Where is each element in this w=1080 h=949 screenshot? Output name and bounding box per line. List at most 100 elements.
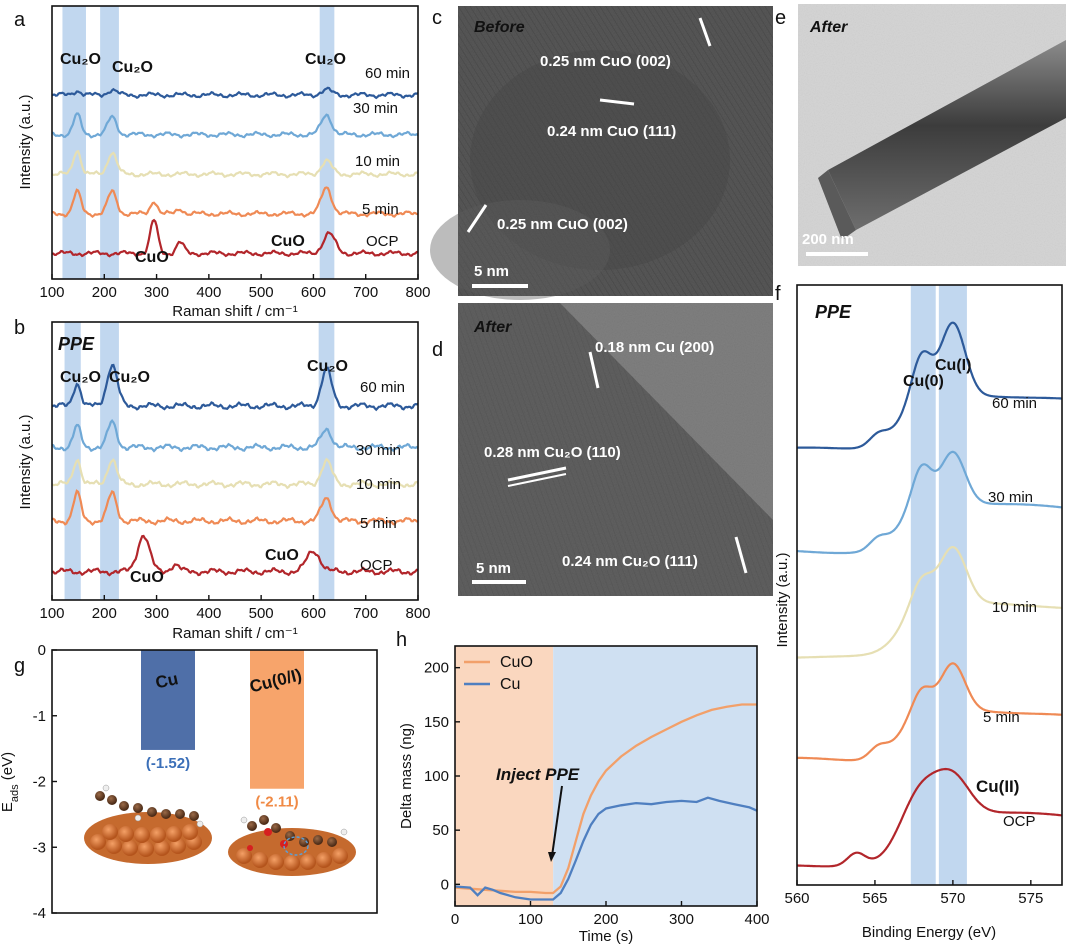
panel-g-ylabel: Eads (eV) <box>0 752 21 812</box>
panel-letter-e: e <box>775 7 786 29</box>
tem-e-scale: 200 nm <box>802 231 854 248</box>
panel-f-ann-cu0: Cu(0) <box>903 373 944 390</box>
g-ytick-label--2: -2 <box>33 774 46 791</box>
panel-a-raman: a 100 200 300 400 500 600 700 800 Raman shift /… <box>14 5 431 320</box>
panel-a-ann-cuo-1: CuO <box>135 249 169 266</box>
a-xtick-label-200: 200 <box>92 284 117 301</box>
tem-d-after: After <box>473 319 512 336</box>
panel-letter-b: b <box>14 317 25 339</box>
panel-h-qcm: h 0 100 200 300 400 0 50 100 150 200 Time (s) Del… <box>396 629 770 945</box>
h-xtick-label-300: 300 <box>669 911 694 928</box>
molecule-cu0i <box>228 815 356 876</box>
b-series-30-min <box>51 419 419 453</box>
panel-a-ann-cu2o-2: Cu₂O <box>112 59 153 76</box>
panel-f-label-10: 10 min <box>992 599 1037 616</box>
b-xtick-label-600: 600 <box>301 605 326 622</box>
panel-h-legend: CuO Cu <box>464 654 533 693</box>
panel-b-frame <box>51 321 419 601</box>
panel-h-xlabel: Time (s) <box>579 928 633 945</box>
tem-image-c <box>430 6 773 300</box>
panel-b-label-10: 10 min <box>356 476 401 493</box>
panel-b-label-5: 5 min <box>360 515 397 532</box>
legend-cuo-label: CuO <box>500 654 533 671</box>
panel-f-xps: f 560 565 570 575 PPE Binding Energy (eV) I… <box>774 283 1063 941</box>
b-series-10-min <box>51 457 419 490</box>
a-xtick-label-300: 300 <box>144 284 169 301</box>
panel-f-ann-cu1: Cu(I) <box>935 357 971 374</box>
panel-f-title: PPE <box>815 302 852 322</box>
b-xtick-label-400: 400 <box>196 605 221 622</box>
f-xtick-label-560: 560 <box>784 890 809 907</box>
f-series-30-min <box>797 450 1063 555</box>
a-xtick-label-800: 800 <box>405 284 430 301</box>
b-band-1 <box>100 322 119 600</box>
panel-f-xlabel: Binding Energy (eV) <box>862 924 996 941</box>
h-xtick-label-100: 100 <box>518 911 543 928</box>
panel-b-ann-cu2o-3: Cu₂O <box>307 358 348 375</box>
a-xtick-label-700: 700 <box>353 284 378 301</box>
a-series-10-min <box>51 149 419 179</box>
inject-arrow-head <box>548 852 556 862</box>
panel-letter-g: g <box>14 655 25 677</box>
a-xtick-label-100: 100 <box>39 284 64 301</box>
a-band-2 <box>319 6 335 279</box>
panel-letter-h: h <box>396 629 407 651</box>
f-band-0 <box>910 285 936 885</box>
b-xtick-label-500: 500 <box>249 605 274 622</box>
g-ytick-label--1: -1 <box>33 708 46 725</box>
h-xtick-label-400: 400 <box>744 911 769 928</box>
panel-b-ann-cuo-1: CuO <box>130 569 164 586</box>
h-shade-1 <box>553 646 757 906</box>
tem-d-label-2: 0.28 nm Cu₂O (110) <box>484 444 621 461</box>
a-band-0 <box>62 6 86 279</box>
b-xtick-label-200: 200 <box>92 605 117 622</box>
tem-c-scale: 5 nm <box>474 263 509 280</box>
panel-a-ann-cu2o-3: Cu₂O <box>305 51 346 68</box>
h-ytick-label-100: 100 <box>424 768 449 785</box>
bar-label-cu: Cu <box>154 669 180 692</box>
f-xtick-label-570: 570 <box>940 890 965 907</box>
bar-value-cu0i: (-2.11) <box>255 794 298 811</box>
b-xtick-label-100: 100 <box>39 605 64 622</box>
panel-b-ann-cuo-2: CuO <box>265 547 299 564</box>
f-series-10-min <box>796 546 1063 659</box>
b-xtick-label-800: 800 <box>405 605 430 622</box>
panel-a-label-30: 30 min <box>353 100 398 117</box>
panel-letter-f: f <box>775 283 781 305</box>
tem-image-d <box>458 303 773 596</box>
panel-a-label-5: 5 min <box>362 201 399 218</box>
panel-c-tem: c Before 0.25 nm CuO (002) 0.24 nm CuO (… <box>430 6 773 300</box>
f-band-1 <box>938 285 967 885</box>
f-xtick-label-565: 565 <box>862 890 887 907</box>
g-ytick-label--4: -4 <box>33 905 46 922</box>
a-series-OCP <box>51 218 419 258</box>
panel-b-ann-cu2o-1: Cu₂O <box>60 369 101 386</box>
panel-b-xlabel: Raman shift / cm⁻¹ <box>172 625 297 642</box>
tem-d-label-3: 0.24 nm Cu₂O (111) <box>562 553 698 570</box>
b-series-5-min <box>52 489 419 527</box>
panel-a-ann-cu2o-1: Cu₂O <box>60 51 101 68</box>
molecule-cu <box>84 784 212 864</box>
panel-a-ylabel: Intensity (a.u.) <box>17 94 34 189</box>
bar-cu <box>141 650 195 750</box>
a-band-1 <box>100 6 119 279</box>
tem-c-label-2: 0.24 nm CuO (111) <box>547 123 676 140</box>
panel-g-frame <box>51 649 378 914</box>
panel-h-ylabel: Delta mass (ng) <box>398 723 415 829</box>
b-series-OCP <box>51 534 419 577</box>
panel-e-tem: e After 200 nm <box>775 4 1066 266</box>
bar-value-cu: (-1.52) <box>146 755 190 772</box>
a-series-30-min <box>51 112 419 139</box>
a-xtick-label-400: 400 <box>196 284 221 301</box>
panel-a-label-ocp: OCP <box>366 233 399 250</box>
panel-a-xlabel: Raman shift / cm⁻¹ <box>172 303 297 320</box>
panel-d-tem: d After 0.18 nm Cu (200) 0.28 nm Cu₂O (1… <box>432 303 773 596</box>
panel-h-annotation: Inject PPE <box>496 765 580 784</box>
f-series-60-min <box>797 321 1062 450</box>
panel-a-frame <box>51 5 419 280</box>
panel-a-label-60: 60 min <box>365 65 410 82</box>
h-xtick-label-200: 200 <box>593 911 618 928</box>
g-ytick-label--3: -3 <box>33 839 46 856</box>
panel-f-ann-cu2: Cu(II) <box>976 777 1019 796</box>
